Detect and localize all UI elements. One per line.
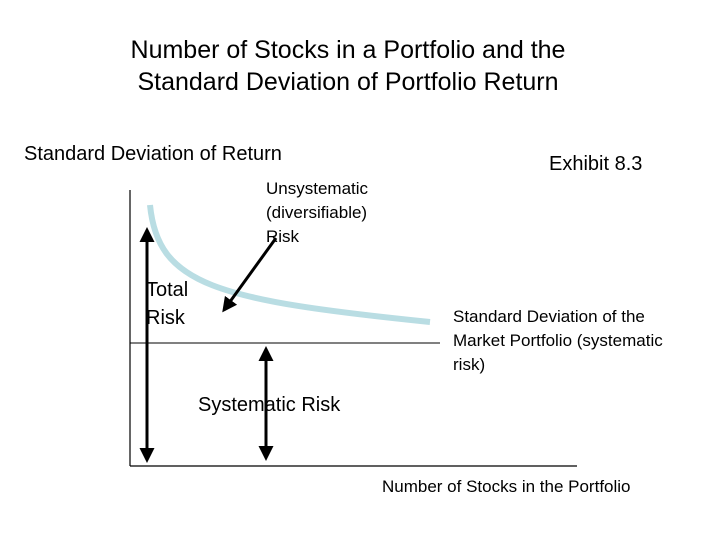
unsystematic-label: Unsystematic [266,179,369,198]
unsystematic-arrow [222,237,278,313]
exhibit-label: Exhibit 8.3 [549,153,642,175]
unsystematic-label: Risk [266,227,300,246]
total-risk-label: Total [146,279,188,301]
total-risk-label: Risk [146,307,186,329]
title-line: Number of Stocks in a Portfolio and the [131,36,566,64]
y-axis-label: Standard Deviation of Return [24,143,282,165]
market-label: risk) [453,355,485,374]
title-line: Standard Deviation of Portfolio Return [137,68,558,96]
x-axis-label: Number of Stocks in the Portfolio [382,477,631,496]
unsystematic-label: (diversifiable) [266,203,367,222]
market-label: Market Portfolio (systematic [453,331,663,350]
market-label: Standard Deviation of the [453,307,645,326]
systematic-label: Systematic Risk [198,394,341,416]
risk-curve [147,204,431,325]
